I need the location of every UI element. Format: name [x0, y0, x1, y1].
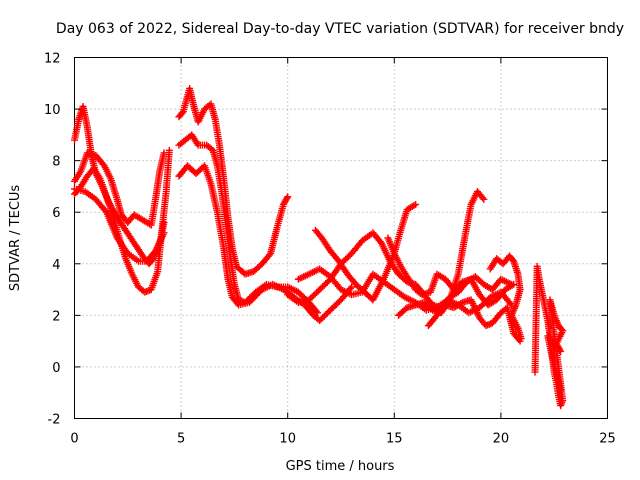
data-point [480, 195, 488, 203]
data-point [312, 307, 320, 315]
series-track-15 [531, 262, 567, 410]
chart-title: Day 063 of 2022, Sidereal Day-to-day VTE… [56, 21, 624, 37]
series-track-14 [486, 252, 525, 343]
data-point [283, 194, 291, 202]
y-tick-label: 0 [52, 361, 60, 376]
series-track-5 [175, 84, 292, 278]
data-point [165, 146, 173, 154]
data-point [160, 229, 168, 237]
x-tick-label: 25 [599, 432, 616, 447]
data-point [284, 193, 292, 201]
series-track-6 [175, 131, 322, 317]
data-point [517, 335, 525, 343]
y-tick-label: 6 [52, 206, 60, 221]
x-tick-label: 20 [493, 432, 510, 447]
y-tick-label: 2 [52, 309, 60, 324]
data-point [412, 200, 420, 208]
series-track-12 [395, 188, 488, 319]
series-track-4 [71, 185, 168, 265]
data-point [557, 386, 565, 394]
x-tick-label: 5 [177, 432, 185, 447]
axis-ticks: 0 5 10 15 20 25 -2 0 2 4 6 8 10 12 [44, 52, 616, 447]
data-point [479, 194, 487, 202]
grid-lines [74, 57, 608, 419]
y-axis-label: SDTVAR / TECUs [8, 185, 23, 292]
series-track-10 [311, 200, 420, 304]
data-point [348, 283, 356, 291]
data-points [71, 84, 567, 410]
series-track-2 [71, 149, 168, 229]
y-tick-label: 4 [52, 258, 60, 273]
x-tick-label: 0 [70, 432, 78, 447]
x-tick-label: 15 [386, 432, 403, 447]
data-point [101, 207, 109, 215]
y-tick-label: 10 [44, 103, 61, 118]
data-point [506, 299, 514, 307]
y-tick-label: -2 [48, 413, 61, 428]
data-point [314, 309, 322, 317]
x-axis-label: GPS time / hours [286, 459, 395, 474]
plot-frame [74, 57, 608, 419]
series-track-11 [384, 234, 518, 309]
y-tick-label: 8 [52, 155, 60, 170]
x-tick-label: 10 [279, 432, 296, 447]
y-tick-label: 12 [44, 52, 61, 67]
